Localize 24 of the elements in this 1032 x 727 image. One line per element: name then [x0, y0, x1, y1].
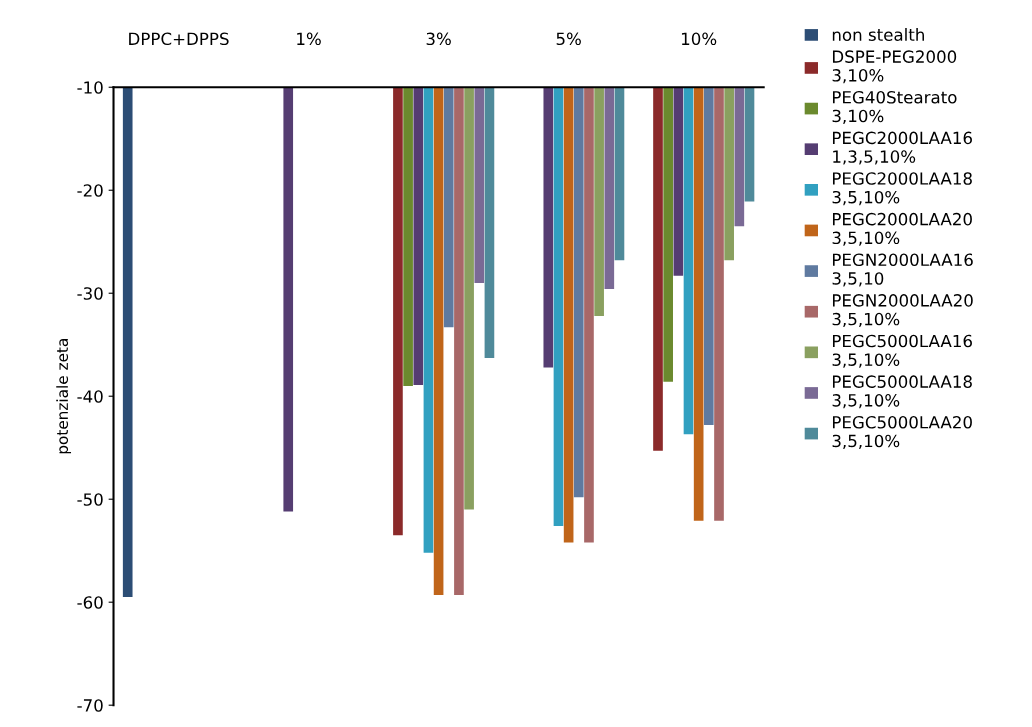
x-tick-label: 3%	[426, 32, 451, 46]
y-tick-label: -70	[77, 699, 103, 712]
y-tick-label: -30	[77, 287, 103, 300]
x-tick-label: 10%	[681, 32, 717, 46]
legend-label: non stealth	[832, 28, 924, 41]
y-tick-label: -50	[77, 493, 103, 506]
x-tick-label: DPPC+DPPS	[129, 32, 229, 46]
x-tick-label: 1%	[297, 32, 321, 46]
y-tick-label: -10	[77, 81, 103, 94]
legend-label: PEGC2000LAA16 1,3,5,10%	[832, 131, 972, 165]
y-tick-label: -40	[77, 390, 103, 403]
legend-label: DSPE-PEG2000 3,10%	[832, 50, 957, 84]
legend-label: PEGC5000LAA20 3,5,10%	[832, 415, 972, 449]
y-axis-title: potenziale zeta	[56, 339, 72, 454]
y-tick-label: -20	[77, 184, 103, 197]
legend-label: PEGN2000LAA20 3,5,10%	[832, 294, 973, 328]
legend-label: PEGC5000LAA18 3,5,10%	[832, 375, 972, 409]
legend-label: PEG40Stearato 3,10%	[832, 90, 957, 124]
legend-label: PEGC2000LAA18 3,5,10%	[832, 172, 972, 206]
x-tick-label: 5%	[556, 32, 581, 46]
y-tick-label: -60	[77, 596, 103, 609]
legend-label: PEGC5000LAA16 3,5,10%	[832, 334, 972, 368]
legend-label: PEGN2000LAA16 3,5,10	[832, 253, 973, 287]
legend-label: PEGC2000LAA20 3,5,10%	[832, 212, 972, 246]
